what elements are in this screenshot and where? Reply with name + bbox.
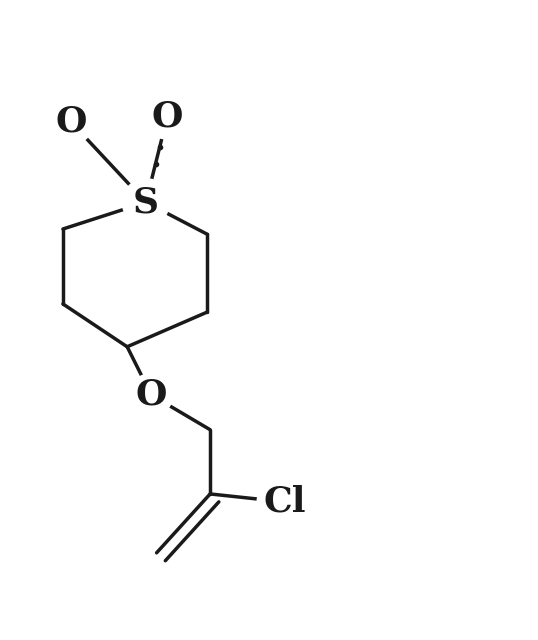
Circle shape [130,374,173,417]
Circle shape [257,474,313,530]
Circle shape [145,94,190,139]
Text: O: O [55,105,87,139]
Circle shape [122,179,169,226]
Text: O: O [152,100,183,134]
Text: Cl: Cl [264,485,306,519]
Text: O: O [136,378,167,412]
Circle shape [48,99,94,145]
Text: S: S [133,185,159,220]
